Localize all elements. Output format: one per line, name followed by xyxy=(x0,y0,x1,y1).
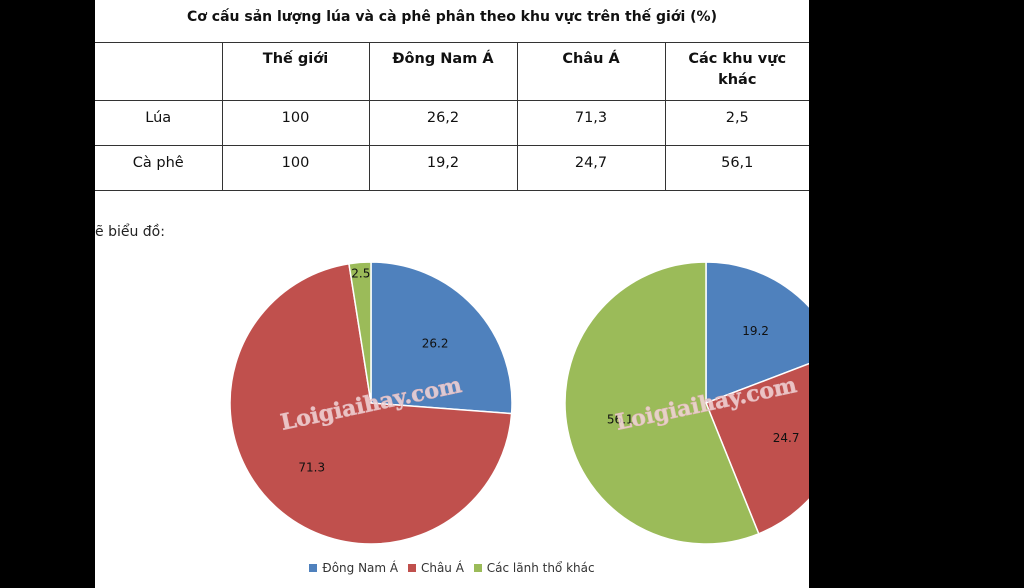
legend-swatch xyxy=(309,564,318,572)
chart-legend: Đông Nam Á Châu Á Các lãnh thổ khác xyxy=(95,561,809,575)
header-cell: Châu Á xyxy=(516,42,666,101)
data-label: 56.1 xyxy=(607,413,634,427)
pie-chart-1: 26.2 71.3 2.5 xyxy=(229,261,513,545)
table-cell: 2,5 xyxy=(664,100,809,146)
pie-slice xyxy=(370,261,513,415)
pie-slice xyxy=(705,362,809,535)
legend-swatch xyxy=(407,564,416,572)
table-cell: 100 xyxy=(221,145,370,191)
table-cell: 19,2 xyxy=(368,145,518,191)
data-table: Thế giới Đông Nam Á Châu Á Các khu vực k… xyxy=(95,42,809,191)
table-cell: Cà phê xyxy=(95,145,223,191)
table-cell: 100 xyxy=(221,100,370,146)
legend-label: Các lãnh thổ khác xyxy=(486,561,595,575)
data-label: 71.3 xyxy=(298,460,325,474)
pie-slice xyxy=(564,261,760,545)
chart-caption: ẽ biểu đồ: xyxy=(95,224,165,240)
table-cell: 56,1 xyxy=(664,145,809,191)
table-row: Lúa 100 26,2 71,3 2,5 xyxy=(95,100,809,146)
legend-label: Châu Á xyxy=(420,561,464,575)
table-row: Cà phê 100 19,2 24,7 56,1 xyxy=(95,145,809,191)
pie-slice xyxy=(229,262,513,545)
document-page: Cơ cấu sản lượng lúa và cà phê phân theo… xyxy=(95,0,809,588)
legend-item: Đông Nam Á xyxy=(309,561,398,575)
table-cell: 26,2 xyxy=(368,100,518,146)
header-cell: Các khu vực khác xyxy=(664,42,809,101)
data-label: 26.2 xyxy=(422,337,449,351)
header-cell: Thế giới xyxy=(221,42,370,101)
data-label: 24.7 xyxy=(773,431,800,445)
legend-item: Châu Á xyxy=(407,561,464,575)
legend-swatch xyxy=(473,564,482,572)
table-title: Cơ cấu sản lượng lúa và cà phê phân theo… xyxy=(187,9,717,25)
pie-slice xyxy=(705,261,809,405)
data-label: 19.2 xyxy=(742,324,769,338)
pie-slice xyxy=(348,261,372,404)
table-cell: 24,7 xyxy=(516,145,666,191)
pie-chart-2: 19.2 24.7 56.1 xyxy=(564,261,809,545)
data-label: 2.5 xyxy=(351,267,370,281)
legend-label: Đông Nam Á xyxy=(322,561,399,575)
table-cell: Lúa xyxy=(95,100,223,146)
legend-item: Các lãnh thổ khác xyxy=(473,561,595,575)
